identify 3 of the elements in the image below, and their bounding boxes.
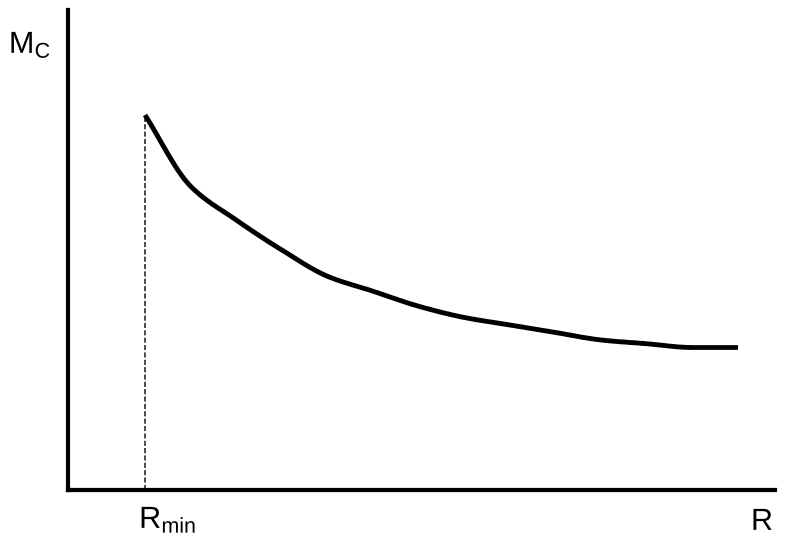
x-axis-title: R xyxy=(753,508,772,530)
text: R$_{min}$ xyxy=(142,506,195,533)
y-axis-title: M$_{C}$ xyxy=(11,32,50,58)
